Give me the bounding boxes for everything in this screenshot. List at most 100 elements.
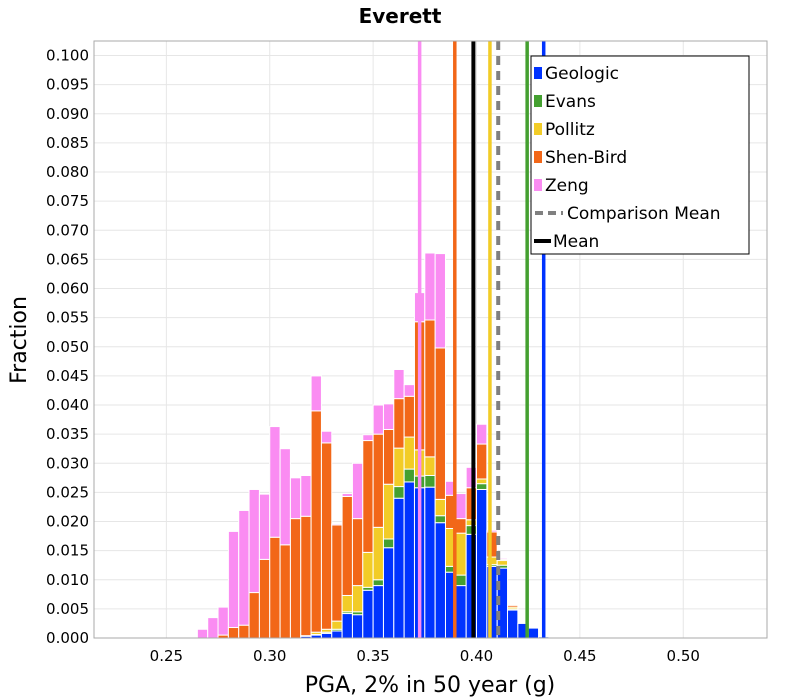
bar-segment-geologic	[476, 488, 488, 639]
y-tick-label: 0.030	[46, 454, 89, 472]
bar-segment-zeng	[434, 253, 446, 349]
bar-segment-pollitz	[382, 483, 395, 540]
legend-swatch	[534, 67, 542, 79]
x-tick-label: 0.25	[150, 647, 183, 665]
bar-segment-zeng	[238, 509, 250, 626]
bar-segment-zeng	[300, 474, 312, 517]
legend-swatch	[534, 151, 542, 163]
y-tick-label: 0.005	[46, 600, 89, 618]
bar-segment-geologic	[341, 613, 353, 639]
bar-segment-zeng	[403, 384, 415, 397]
bar-segment-shen-bird	[507, 604, 519, 608]
bar-segment-geologic	[507, 609, 519, 639]
bar-segment-shen-bird	[362, 440, 374, 553]
bar-segment-evans	[424, 474, 436, 488]
bar-segment-zeng	[310, 375, 322, 412]
bar-segment-zeng	[331, 523, 343, 526]
bar-segment-zeng	[248, 488, 260, 594]
legend-box	[530, 55, 750, 255]
bar-segment-shen-bird	[300, 515, 312, 637]
y-tick-label: 0.015	[46, 542, 89, 560]
bar-segment-shen-bird	[382, 428, 395, 485]
bar-segment-shen-bird	[320, 442, 333, 630]
bar-segment-pollitz	[403, 436, 415, 470]
legend-label: Zeng	[545, 176, 589, 196]
legend-label: Pollitz	[545, 120, 595, 140]
bar-segment-evans	[372, 579, 384, 587]
y-tick-label: 0.055	[46, 309, 89, 327]
bar-segment-evans	[403, 468, 415, 483]
bar-segment-zeng	[476, 423, 488, 445]
bar-segment-zeng	[424, 252, 436, 321]
bar-segment-evans	[476, 483, 488, 490]
y-axis-label: Fraction	[7, 296, 32, 384]
bar-segment-pollitz	[351, 585, 364, 613]
x-axis-label: PGA, 2% in 50 year (g)	[305, 673, 556, 698]
bar-segment-geologic	[403, 481, 415, 639]
bar-segment-geologic	[527, 627, 540, 639]
y-tick-label: 0.050	[46, 338, 89, 356]
bar-segment-geologic	[320, 632, 333, 639]
bar-segment-geologic	[424, 486, 436, 639]
legend-swatch	[534, 123, 542, 135]
y-tick-label: 0.020	[46, 513, 89, 531]
y-tick-label: 0.040	[46, 396, 89, 414]
y-tick-label: 0.080	[46, 163, 89, 181]
bar-segment-shen-bird	[455, 518, 467, 534]
bar-segment-pollitz	[424, 456, 436, 476]
bar-segment-geologic	[351, 614, 364, 639]
bar-segment-geologic	[434, 522, 446, 639]
bar-segment-shen-bird	[434, 347, 446, 500]
legend-label: Comparison Mean	[567, 204, 721, 224]
tick-labels: 0.000 0.005 0.010 0.015 0.020 0.025 0.030 0.035…	[46, 47, 700, 665]
y-tick-label: 0.070	[46, 221, 89, 239]
bar-segment-shen-bird	[476, 443, 488, 480]
legend-label: Shen-Bird	[545, 148, 627, 168]
x-tick-label: 0.30	[253, 647, 286, 665]
bar-segment-shen-bird	[393, 398, 405, 449]
bar-segment-geologic	[331, 630, 343, 639]
bar-segment-shen-bird	[341, 495, 353, 596]
bar-segment-shen-bird	[248, 592, 260, 639]
y-tick-label: 0.035	[46, 425, 89, 443]
bar-segment-shen-bird	[269, 536, 281, 639]
bar-segment-zeng	[455, 493, 467, 520]
bar-segment-shen-bird	[403, 395, 415, 438]
bar-segment-geologic	[393, 497, 405, 639]
bar-segment-shen-bird	[424, 319, 436, 458]
bar-segment-geologic	[372, 585, 384, 639]
bar-segment-evans	[434, 515, 446, 524]
legend-label: Evans	[545, 92, 596, 112]
legend-swatch	[534, 179, 542, 191]
y-tick-label: 0.100	[46, 47, 89, 65]
bar-segment-zeng	[289, 477, 302, 520]
x-tick-label: 0.50	[667, 647, 700, 665]
y-tick-label: 0.010	[46, 571, 89, 589]
bar-segment-zeng	[320, 430, 333, 444]
bar-segment-pollitz	[393, 447, 405, 488]
y-tick-label: 0.025	[46, 483, 89, 501]
bar-segment-pollitz	[362, 551, 374, 588]
y-tick-label: 0.065	[46, 250, 89, 268]
bar-segment-geologic	[362, 589, 374, 639]
bar-segment-geologic	[455, 585, 467, 639]
bar-segment-pollitz	[372, 526, 384, 581]
bar-segment-zeng	[227, 530, 240, 629]
bar-segment-shen-bird	[227, 627, 240, 639]
x-tick-label: 0.45	[563, 647, 596, 665]
bar-segment-zeng	[196, 628, 209, 639]
bar-segment-shen-bird	[310, 410, 322, 633]
x-tick-label: 0.40	[460, 647, 493, 665]
bar-segment-evans	[455, 574, 467, 587]
bar-segment-zeng	[382, 403, 395, 430]
bar-segment-shen-bird	[331, 524, 343, 622]
bar-segment-zeng	[207, 617, 219, 639]
y-tick-label: 0.075	[46, 192, 89, 210]
bar-segment-pollitz	[496, 560, 509, 566]
legend: Geologic Evans Pollitz Shen-Bird Zeng Compari…	[530, 55, 750, 255]
bar-segment-zeng	[279, 448, 291, 546]
bar-segment-zeng	[269, 426, 281, 538]
bar-segment-pollitz	[331, 620, 343, 630]
y-tick-label: 0.090	[46, 105, 89, 123]
bar-segment-pollitz	[434, 498, 446, 517]
